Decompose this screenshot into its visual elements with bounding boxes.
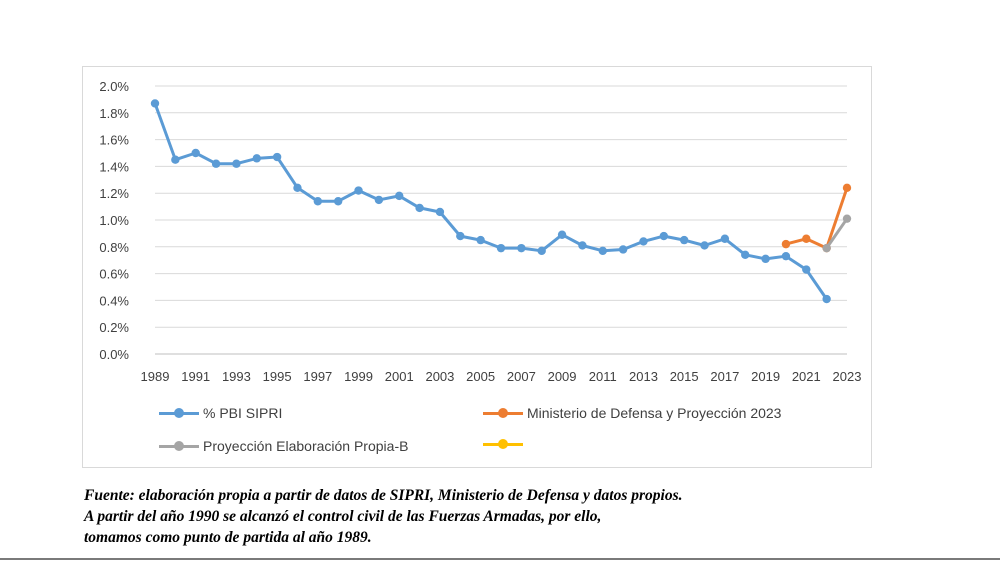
x-tick-label: 2017 [710, 369, 739, 384]
data-point [842, 183, 852, 193]
y-tick-label: 0.4% [99, 293, 129, 308]
data-point [313, 197, 323, 206]
legend-item-yellow [483, 438, 527, 450]
x-tick-label: 2023 [833, 369, 862, 384]
x-tick-label: 1999 [344, 369, 373, 384]
legend-label: Proyección Elaboración Propia-B [203, 438, 409, 454]
x-tick-label: 2007 [507, 369, 536, 384]
x-tick-label: 2001 [385, 369, 414, 384]
series-line [153, 102, 828, 300]
x-tick-label: 2021 [792, 369, 821, 384]
x-tick-label: 2013 [629, 369, 658, 384]
data-point [150, 99, 160, 108]
data-point [537, 246, 546, 256]
data-point [333, 197, 343, 206]
x-tick-label: 2011 [589, 369, 617, 384]
x-tick-label: 2005 [466, 369, 495, 384]
data-point [557, 230, 567, 239]
legend-swatch-gray-icon [159, 440, 199, 452]
data-point [476, 235, 485, 245]
data-point [659, 231, 669, 241]
x-tick-label: 1995 [263, 369, 292, 384]
data-point [496, 243, 506, 253]
data-point [781, 239, 791, 249]
series-line [785, 187, 849, 250]
y-tick-label: 0.8% [99, 240, 129, 255]
data-point [354, 186, 363, 195]
caption-line-2: A partir del año 1990 se alcanzó el cont… [84, 508, 602, 525]
y-tick-label: 0.2% [99, 320, 129, 335]
data-point [191, 148, 200, 158]
y-tick-label: 1.2% [99, 186, 129, 201]
legend-swatch-blue-icon [159, 407, 199, 419]
x-tick-label: 2009 [548, 369, 577, 384]
x-tick-label: 1989 [141, 369, 170, 384]
x-tick-label: 1993 [222, 369, 251, 384]
legend-item-sipri: % PBI SIPRI [159, 405, 282, 421]
data-point [456, 231, 465, 241]
data-point [700, 241, 709, 250]
y-axis-ticks: 0.0% 0.2% 0.4% 0.6% 0.8% 1.0% 1.2% 1.4% 1.6% 1.8%… [99, 79, 129, 362]
data-point [171, 155, 180, 164]
data-point [578, 241, 587, 250]
chart-area: 0.0% 0.2% 0.4% 0.6% 0.8% 1.0% 1.2% 1.4% 1.6% 1.8%… [82, 66, 872, 468]
legend-item-proyeccion: Proyección Elaboración Propia-B [159, 438, 408, 454]
x-axis-ticks: 1989 1991 1993 1995 1997 1999 2001 2003 2005 2007… [141, 369, 862, 384]
caption-line-1: Fuente: elaboración propia a partir de d… [84, 487, 683, 504]
data-point [822, 243, 831, 253]
series-0 [150, 99, 831, 304]
data-point [374, 195, 384, 205]
legend-item-ministerio: Ministerio de Defensa y Proyección 2023 [483, 405, 781, 421]
data-point [842, 214, 852, 223]
data-point [435, 207, 445, 217]
y-tick-label: 0.0% [99, 347, 129, 362]
data-point [761, 254, 770, 264]
source-caption: Fuente: elaboración propia a partir de d… [84, 485, 984, 548]
x-tick-label: 1997 [303, 369, 332, 384]
data-point [395, 191, 404, 201]
data-point [232, 159, 241, 168]
x-tick-label: 2015 [670, 369, 699, 384]
data-point [618, 245, 628, 254]
data-point [802, 265, 811, 274]
data-point [211, 159, 221, 168]
x-tick-label: 2003 [425, 369, 454, 384]
legend-label: Ministerio de Defensa y Proyección 2023 [527, 405, 782, 421]
data-point [517, 243, 526, 253]
y-tick-label: 1.6% [99, 133, 129, 148]
y-tick-label: 2.0% [99, 79, 129, 94]
data-point [598, 246, 607, 256]
series-1 [781, 183, 852, 253]
data-point [781, 251, 791, 261]
data-point [272, 152, 282, 162]
series-lines [150, 99, 852, 304]
legend-swatch-yellow-icon [483, 438, 523, 450]
y-tick-label: 1.0% [99, 213, 129, 228]
bottom-divider [0, 558, 1000, 560]
series-line [825, 217, 849, 249]
y-tick-label: 1.4% [99, 159, 129, 174]
data-point [822, 294, 831, 304]
data-point [720, 234, 730, 243]
caption-line-3: tomamos como punto de partida al año 198… [84, 529, 372, 546]
data-point [802, 234, 811, 243]
data-point [639, 237, 648, 246]
legend-label: % PBI SIPRI [203, 405, 283, 421]
line-chart: 0.0% 0.2% 0.4% 0.6% 0.8% 1.0% 1.2% 1.4% 1.6% 1.8%… [99, 79, 862, 384]
x-tick-label: 2019 [751, 369, 780, 384]
gridlines [155, 85, 847, 355]
data-point [679, 235, 689, 245]
x-tick-label: 1991 [181, 369, 210, 384]
data-point [415, 203, 424, 213]
series-2 [822, 214, 852, 253]
data-point [293, 183, 302, 193]
legend-swatch-orange-icon [483, 407, 523, 419]
y-tick-label: 0.6% [99, 267, 129, 282]
data-point [252, 154, 261, 163]
data-point [741, 250, 750, 260]
y-tick-label: 1.8% [99, 106, 129, 121]
